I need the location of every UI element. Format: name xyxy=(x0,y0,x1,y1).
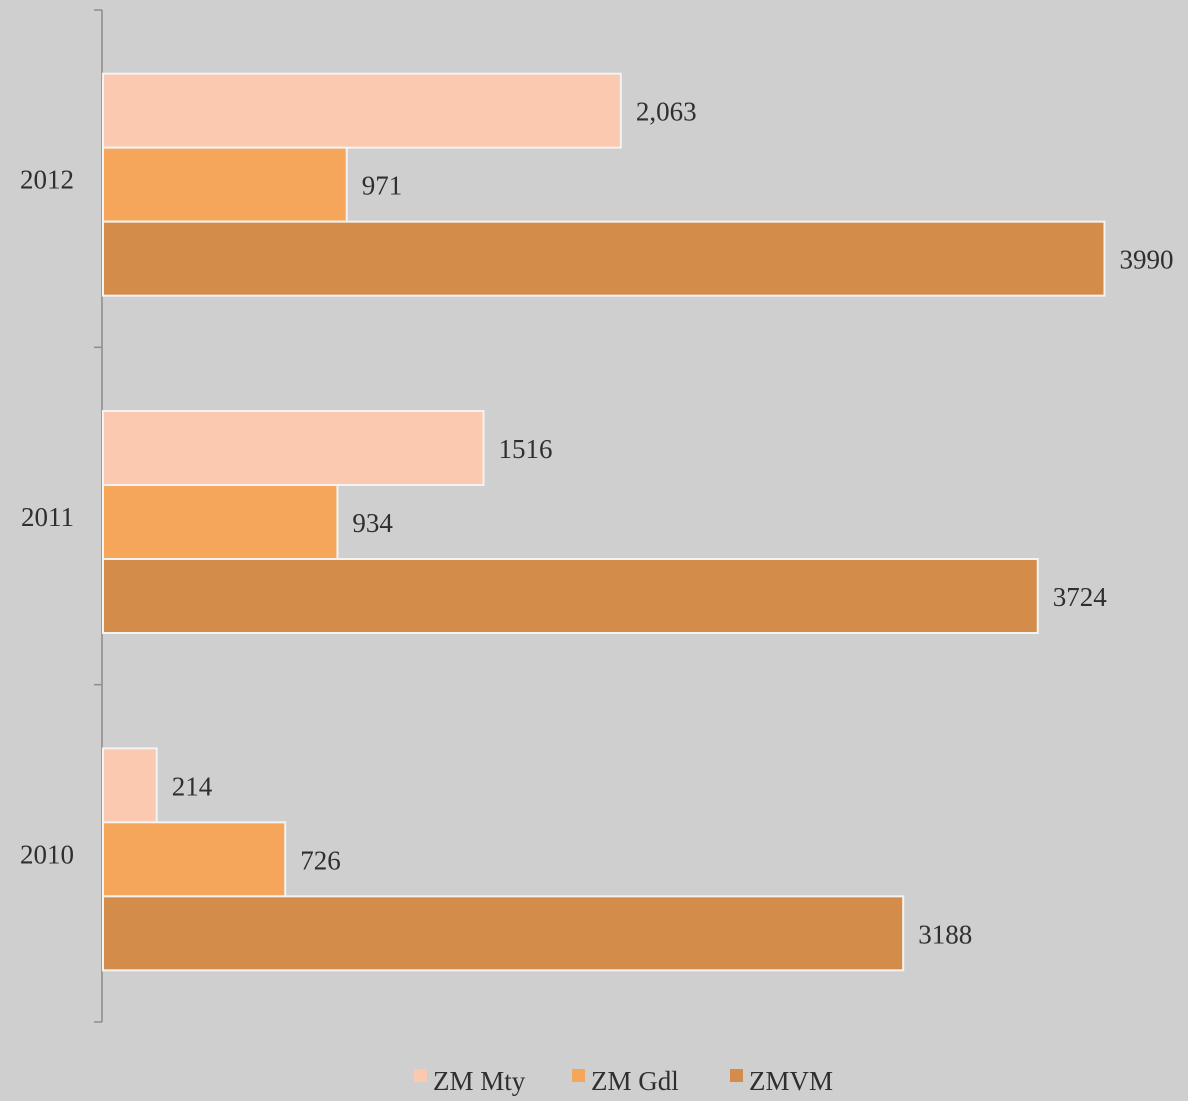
data-label: 2,063 xyxy=(636,97,697,127)
legend-swatch xyxy=(414,1069,427,1082)
category-label: 2011 xyxy=(21,502,74,532)
data-label: 1516 xyxy=(499,434,553,464)
data-label: 971 xyxy=(362,171,403,201)
category-label: 2010 xyxy=(20,839,74,869)
bar-zm-mty-2012 xyxy=(102,72,622,149)
category-label: 2012 xyxy=(20,165,74,195)
data-label: 934 xyxy=(352,508,393,538)
bar-zmvm-2011 xyxy=(102,558,1039,634)
bar-zm-mty-2010 xyxy=(102,747,158,824)
data-label: 214 xyxy=(172,771,213,801)
legend-swatch xyxy=(572,1069,585,1082)
bar-zmvm-2012 xyxy=(102,220,1106,297)
legend-swatch xyxy=(730,1069,743,1082)
bar-zm-gdl-2010 xyxy=(102,821,287,898)
axis xyxy=(94,9,103,1023)
bars xyxy=(102,72,1106,972)
bar-zmvm-2010 xyxy=(102,895,905,972)
bar-zm-mty-2011 xyxy=(102,410,485,486)
bar-zm-gdl-2012 xyxy=(102,146,348,223)
data-label: 726 xyxy=(300,845,341,875)
legend-entry: ZMVM xyxy=(749,1066,833,1096)
data-label: 3724 xyxy=(1053,582,1108,612)
legend-entry: ZM Mty xyxy=(433,1066,526,1096)
data-label: 3990 xyxy=(1119,245,1173,275)
labels: 2012 2,063 971 3990 2011 1516 934 3724 2010 214 72… xyxy=(20,97,1173,950)
legend-entry: ZM Gdl xyxy=(591,1066,679,1096)
data-label: 3188 xyxy=(918,919,972,949)
bar-zm-gdl-2011 xyxy=(102,484,339,560)
legend: ZM Mty ZM Gdl ZMVM xyxy=(414,1066,833,1096)
